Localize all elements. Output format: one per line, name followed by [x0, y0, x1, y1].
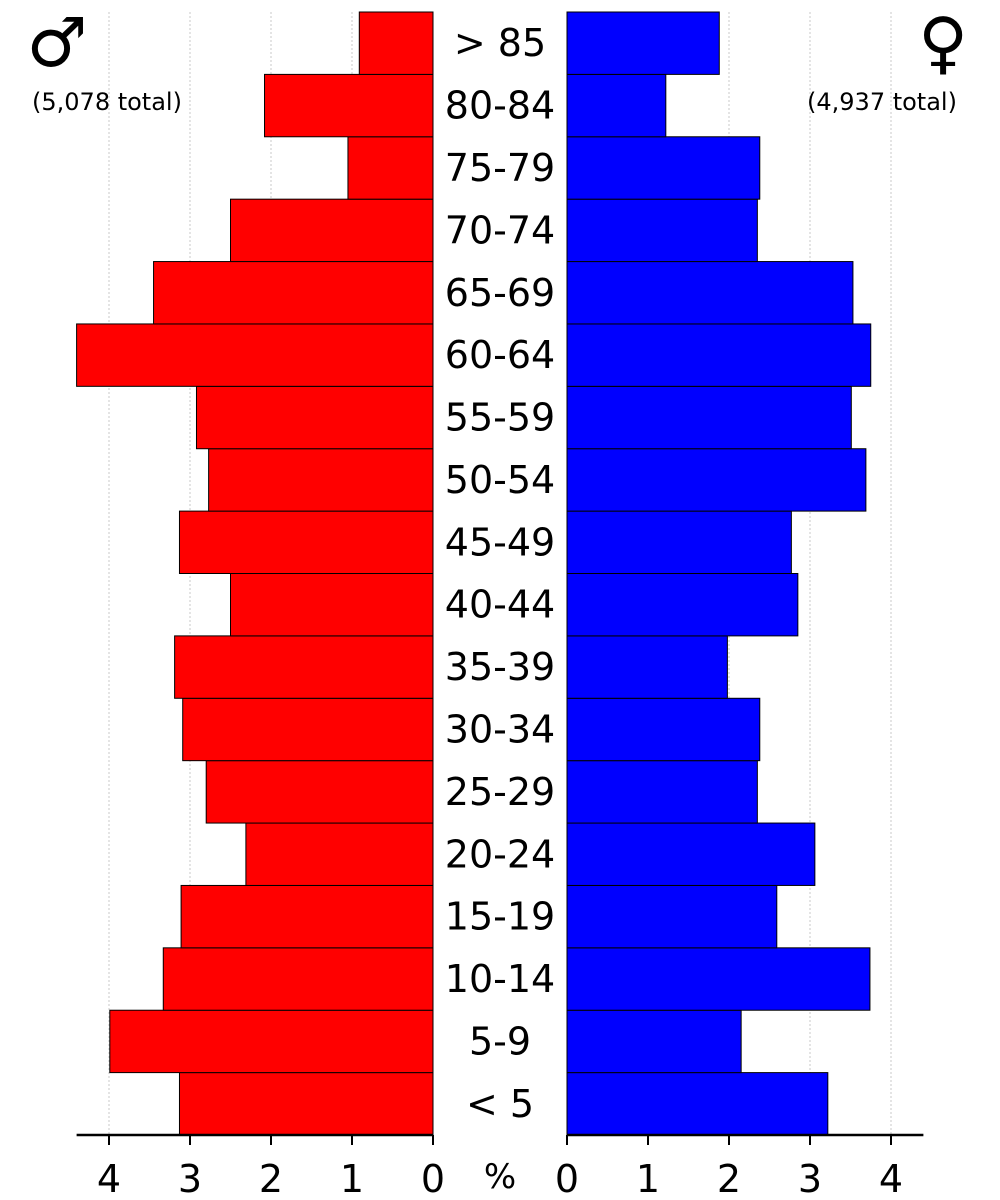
female-bar [566, 884, 778, 949]
male-bar [178, 510, 434, 575]
age-group-label: > 85 [454, 21, 546, 65]
female-bar [566, 73, 667, 138]
male-bar [76, 323, 434, 387]
male-bar [358, 11, 434, 75]
male-bar [205, 760, 434, 824]
female-bar [566, 323, 872, 387]
female-total-label: (4,937 total) [807, 88, 957, 116]
x-tick-label: 1 [340, 1157, 364, 1200]
x-tick-label: 4 [97, 1157, 121, 1200]
age-group-label: 75-79 [445, 146, 555, 190]
male-bar [174, 635, 434, 699]
male-bar [264, 73, 434, 138]
female-bar [566, 136, 761, 200]
age-group-labels: < 5 5-9 10-14 15-19 20-24 25-29 30-34 35-39 40-4… [445, 21, 555, 1126]
female-bar [566, 385, 852, 450]
female-bar [566, 1072, 829, 1136]
axes: 4 3 2 1 0 0 1 2 3 4 [76, 1133, 924, 1200]
male-total-label: (5,078 total) [32, 88, 182, 116]
female-bar [566, 261, 854, 325]
age-group-label: 50-54 [445, 458, 555, 502]
male-bar [153, 261, 434, 325]
male-bar [347, 136, 434, 200]
female-bar [566, 760, 758, 824]
female-bar [566, 510, 792, 575]
bars [76, 11, 872, 1136]
age-group-label: 35-39 [445, 645, 555, 689]
age-group-label: 5-9 [469, 1019, 531, 1063]
x-tick-label: 2 [717, 1157, 741, 1200]
age-group-label: 55-59 [445, 396, 555, 440]
male-bar [162, 947, 434, 1011]
age-group-label: 25-29 [445, 770, 555, 814]
age-group-label: 30-34 [445, 707, 555, 751]
age-group-label: 40-44 [445, 583, 555, 627]
male-bar [230, 198, 434, 263]
x-tick-label: 2 [259, 1157, 283, 1200]
female-bar [566, 697, 761, 762]
female-bar [566, 822, 816, 886]
x-tick-label: 4 [879, 1157, 903, 1200]
age-group-label: 80-84 [445, 84, 555, 128]
female-bar [566, 573, 799, 637]
male-bar [178, 1072, 434, 1136]
male-bar [208, 448, 434, 512]
x-tick-label: 3 [178, 1157, 202, 1200]
female-bar [566, 11, 720, 75]
male-bar [182, 697, 434, 762]
female-bar [566, 947, 871, 1011]
female-bar [566, 1009, 742, 1074]
age-group-label: 65-69 [445, 271, 555, 315]
male-bar [109, 1009, 434, 1074]
x-tick-label: 3 [798, 1157, 822, 1200]
male-bar [230, 573, 434, 637]
female-bar [566, 448, 867, 512]
age-group-label: 70-74 [445, 208, 555, 252]
male-bar [180, 884, 434, 949]
male-symbol: ♂ [27, 4, 88, 83]
age-group-label: 20-24 [445, 832, 555, 876]
x-tick-label: 0 [555, 1157, 579, 1200]
male-bar [195, 385, 434, 450]
age-group-label: 45-49 [445, 520, 555, 564]
x-tick-label: 0 [421, 1157, 445, 1200]
female-bar [566, 198, 758, 263]
age-group-label: < 5 [466, 1082, 534, 1126]
age-group-label: 10-14 [445, 957, 555, 1001]
male-bar [245, 822, 434, 886]
age-group-label: 15-19 [445, 895, 555, 939]
female-symbol: ♀ [918, 4, 968, 83]
x-axis-unit-label: % [484, 1157, 516, 1197]
female-bar [566, 635, 728, 699]
x-tick-label: 1 [636, 1157, 660, 1200]
age-group-label: 60-64 [445, 333, 555, 377]
